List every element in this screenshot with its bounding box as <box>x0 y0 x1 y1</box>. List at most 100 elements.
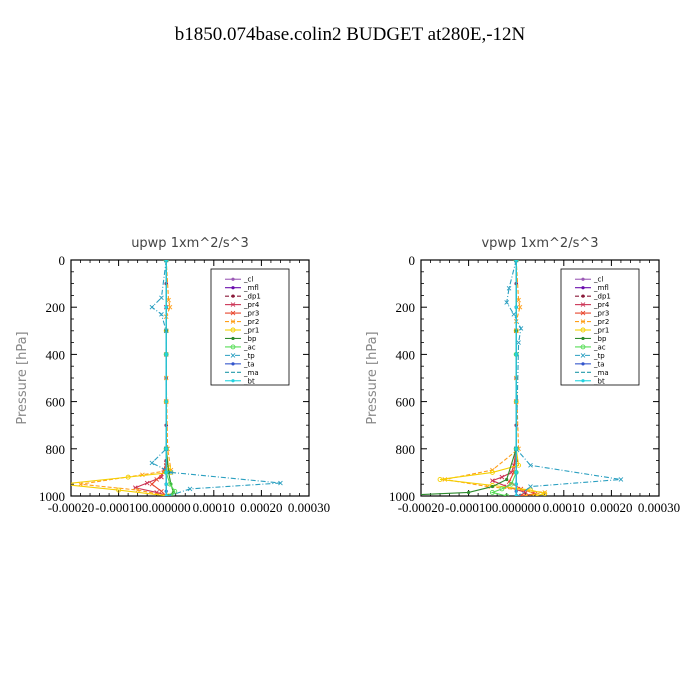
chart-panel-1: upwp 1xm^2/s^3 Pressure [hPa] -0.00020 -0.0… <box>15 236 330 515</box>
series-point-pr4 <box>499 474 505 480</box>
series-point-pr4 <box>230 302 236 307</box>
legend-entry-ta: _ta <box>593 360 605 368</box>
x-tick-label: 0.000000 <box>142 500 191 515</box>
x-tick-label: -0.00020 <box>398 500 445 515</box>
series-line-pr2 <box>80 260 172 496</box>
series-point-pr2 <box>135 487 140 493</box>
x-tick-label: 0.00010 <box>193 500 235 515</box>
series-point-bt <box>164 352 168 356</box>
series-point-bt <box>231 379 235 383</box>
series-point-cl <box>581 277 585 281</box>
legend: _cl_mfl_dp1_pr4_pr3_pr2_pr1_bp_ac_tp_ta_… <box>210 268 290 386</box>
legend-entry-ac: _ac <box>593 343 606 351</box>
series-point-pr2 <box>516 297 521 303</box>
x-tick-label: 0.00010 <box>543 500 585 515</box>
series-point-pr3 <box>230 310 236 316</box>
x-tick-label: 0.00030 <box>638 500 680 515</box>
series-point-bp <box>490 484 494 489</box>
series-point-tp <box>230 353 236 358</box>
series-point-pr4 <box>490 478 495 483</box>
series-line-bp <box>421 260 517 496</box>
series-point-tp <box>149 304 155 310</box>
series-point-tp <box>159 295 164 301</box>
x-tick-label: 0.000000 <box>492 500 541 515</box>
chart-panel-2: vpwp 1xm^2/s^3 Pressure [hPa] -0.00020 -0.0… <box>365 236 680 515</box>
y-tick-label: 800 <box>396 442 416 457</box>
series-point-bp <box>581 336 585 341</box>
x-tick-label: 0.00020 <box>240 500 282 515</box>
x-tick-label: -0.00010 <box>445 500 492 515</box>
series-point-pr2 <box>167 304 173 310</box>
series-line-pr2 <box>444 260 545 496</box>
series-point-pr1 <box>489 469 495 475</box>
x-tick-label: 0.00020 <box>590 500 632 515</box>
series-point-ta <box>231 362 235 366</box>
legend-entry-tp: _tp <box>243 352 255 360</box>
x-tick-label: 0.00030 <box>288 500 330 515</box>
series-point-ac <box>499 486 505 492</box>
series-point-bt <box>514 400 518 404</box>
legend-entry-dp1: _dp1 <box>243 293 261 301</box>
series-point-pr3 <box>159 488 164 494</box>
series-point-tp <box>168 470 174 475</box>
legend-box <box>210 268 290 386</box>
figure-title: b1850.074base.colin2 BUDGET at280E,-12N <box>175 24 526 45</box>
series-point-bt <box>514 494 518 496</box>
series-point-pr2 <box>580 319 586 324</box>
y-axis-label: Pressure [hPa] <box>365 331 380 424</box>
series-point-bt <box>164 482 168 486</box>
series-point-pr3 <box>154 477 159 482</box>
y-tick-label: 0 <box>59 253 66 268</box>
series-point-pr1 <box>532 493 538 496</box>
series-point-tp <box>278 480 283 486</box>
series-point-tp <box>528 463 533 468</box>
series-point-tp <box>518 326 524 331</box>
legend-entry-dp1: _dp1 <box>593 293 611 301</box>
series-point-bt <box>164 447 168 451</box>
series-point-bt <box>514 447 518 451</box>
series-point-ac <box>580 344 586 350</box>
series-line-pr1 <box>71 260 172 496</box>
legend-entry-bt: _bt <box>593 377 605 385</box>
series-point-tp <box>513 260 519 263</box>
series-point-pr1 <box>230 327 236 333</box>
series-point-pr1 <box>542 491 548 496</box>
series-point-tp <box>163 260 169 263</box>
series-point-tp <box>618 477 624 482</box>
legend-entry-ma: _ma <box>243 369 259 377</box>
legend-box <box>560 268 640 386</box>
y-tick-label: 200 <box>396 300 416 315</box>
series-point-pr3 <box>580 310 586 316</box>
series-point-pr2 <box>523 493 529 496</box>
series-point-pr1 <box>125 474 131 480</box>
y-tick-label: 600 <box>396 395 416 410</box>
chart-title: vpwp 1xm^2/s^3 <box>481 236 598 251</box>
series-point-pr4 <box>144 480 150 486</box>
series-point-pr1 <box>166 493 172 496</box>
legend-entry-cl: _cl <box>593 276 603 284</box>
series-point-bt <box>514 470 518 474</box>
y-tick-label: 800 <box>46 442 66 457</box>
series-point-ac <box>172 488 178 494</box>
series-point-pr1 <box>580 327 586 333</box>
series-line-pr1 <box>439 260 545 496</box>
series-point-bp <box>231 336 235 341</box>
series-point-bt <box>164 260 168 262</box>
series-line-pr4 <box>133 260 169 496</box>
legend-entry-pr3: _pr3 <box>243 310 259 318</box>
series-point-ac <box>489 490 495 495</box>
y-tick-label: 600 <box>46 395 66 410</box>
series-point-pr1 <box>437 477 443 482</box>
series-point-ac <box>168 493 174 496</box>
legend-entry-pr3: _pr3 <box>593 310 609 318</box>
series-area <box>421 260 624 496</box>
series-point-pr1 <box>528 487 533 493</box>
legend-entry-bp: _bp <box>243 335 257 343</box>
legend-entry-tp: _tp <box>593 352 605 360</box>
series-point-mfl <box>231 286 235 290</box>
legend-entry-cl: _cl <box>243 276 253 284</box>
series-point-pr3 <box>149 481 155 487</box>
legend-entry-ac: _ac <box>243 343 256 351</box>
y-tick-label: 400 <box>46 347 66 362</box>
